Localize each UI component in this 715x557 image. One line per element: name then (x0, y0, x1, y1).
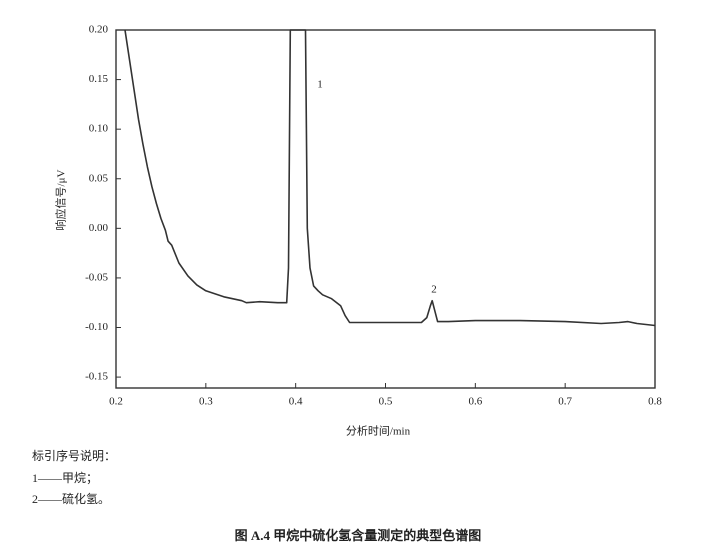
plot-frame (115, 29, 656, 389)
y-tick-label: 0.10 (89, 123, 109, 135)
x-axis-label: 分析时间/min (346, 424, 411, 438)
x-tick-label: 0.2 (109, 396, 123, 408)
note: 标引序号说明： (32, 448, 116, 463)
x-tick-label: 0.8 (648, 396, 662, 408)
y-tick-label: 0.05 (89, 172, 109, 184)
chart-title: 图 A.4 甲烷中硫化氢含量测定的典型色谱图 (235, 528, 482, 543)
y-tick-label: -0.15 (85, 371, 108, 383)
x-tick-label: 0.7 (558, 396, 572, 408)
y-tick-label: -0.10 (85, 321, 108, 333)
note: 2——硫化氢。 (32, 491, 110, 506)
y-tick-label: 0.00 (89, 222, 109, 234)
annotation: 1 (317, 79, 323, 91)
data-line (124, 29, 656, 327)
x-tick-label: 0.5 (379, 396, 393, 408)
x-tick-label: 0.3 (199, 396, 213, 408)
y-tick-label: 0.20 (89, 24, 109, 36)
y-axis-label: 响应信号/μV (54, 169, 68, 230)
x-tick-label: 0.4 (289, 396, 303, 408)
y-tick-label: -0.05 (85, 271, 108, 283)
x-tick-label: 0.6 (468, 396, 482, 408)
y-tick-label: 0.15 (89, 73, 109, 85)
note: 1——甲烷； (32, 471, 98, 485)
annotation: 2 (431, 284, 437, 296)
